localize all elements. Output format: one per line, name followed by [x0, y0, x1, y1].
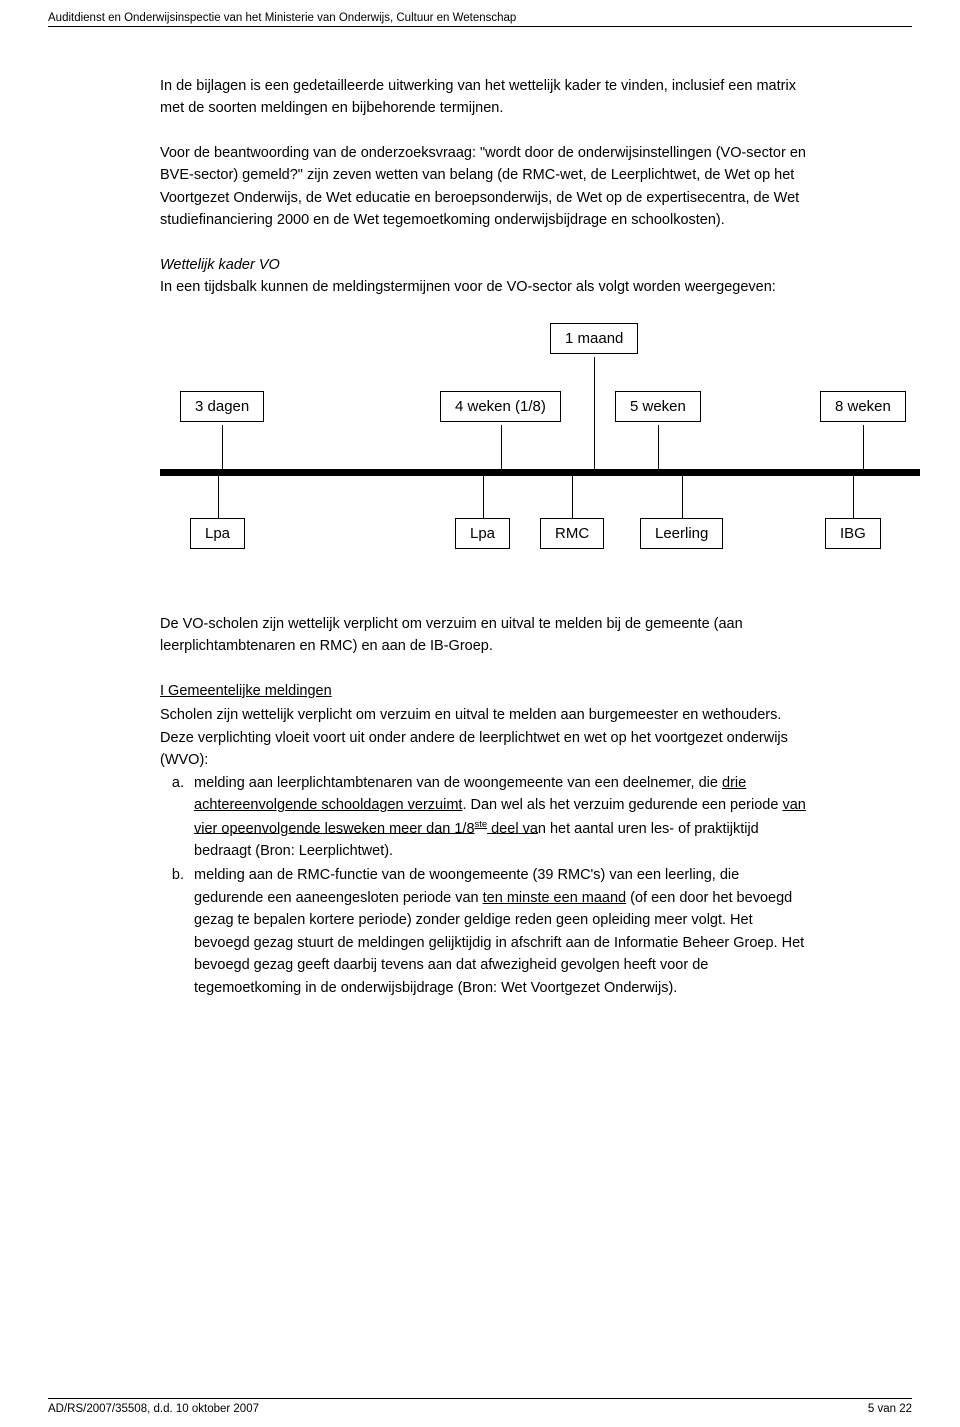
timeline-box-top-single: 1 maand — [550, 323, 638, 354]
heading-wettelijk-kader: Wettelijk kader VO — [160, 254, 810, 276]
timeline-box-top-2: 5 weken — [615, 391, 701, 422]
timeline-connector-top-1 — [501, 425, 502, 469]
page-header: Auditdienst en Onderwijsinspectie van he… — [48, 12, 912, 27]
timeline-connector-bottom-4 — [853, 476, 854, 518]
timeline-box-bottom-3: Leerling — [640, 518, 723, 549]
ordered-list: melding aan leerplichtambtenaren van de … — [160, 772, 810, 1000]
timeline-box-bottom-4: IBG — [825, 518, 881, 549]
timeline-box-bottom-0: Lpa — [190, 518, 245, 549]
list-item-b: melding aan de RMC-functie van de woonge… — [188, 864, 810, 999]
timeline-connector-topsingle — [594, 357, 595, 469]
page: Auditdienst en Onderwijsinspectie van he… — [0, 0, 960, 1427]
list-item-a: melding aan leerplichtambtenaren van de … — [188, 772, 810, 863]
timeline-box-bottom-1: Lpa — [455, 518, 510, 549]
li-b-u1: ten minste een maand — [483, 890, 626, 906]
paragraph-2: Voor de beantwoording van de onderzoeksv… — [160, 142, 810, 232]
timeline-box-bottom-2: RMC — [540, 518, 604, 549]
timeline-connector-bottom-2 — [572, 476, 573, 518]
sub1-intro: Scholen zijn wettelijk verplicht om verz… — [160, 704, 810, 771]
footer-left: AD/RS/2007/35508, d.d. 10 oktober 2007 — [48, 1403, 259, 1415]
timeline-box-top-0: 3 dagen — [180, 391, 264, 422]
body-column-2: De VO-scholen zijn wettelijk verplicht o… — [160, 613, 810, 999]
timeline-connector-bottom-1 — [483, 476, 484, 518]
paragraph-4: De VO-scholen zijn wettelijk verplicht o… — [160, 613, 810, 658]
timeline-connector-bottom-3 — [682, 476, 683, 518]
timeline-connector-top-3 — [863, 425, 864, 469]
timeline-connector-top-2 — [658, 425, 659, 469]
li-a-u3: deel va — [487, 820, 538, 836]
timeline-box-top-1: 4 weken (1/8) — [440, 391, 561, 422]
paragraph-1: In de bijlagen is een gedetailleerde uit… — [160, 75, 810, 120]
footer-right: 5 van 22 — [868, 1403, 912, 1415]
timeline-connector-bottom-0 — [218, 476, 219, 518]
paragraph-3: In een tijdsbalk kunnen de meldingstermi… — [160, 276, 810, 298]
subheading-gemeentelijke: I Gemeentelijke meldingen — [160, 680, 810, 702]
timeline-connector-top-0 — [222, 425, 223, 469]
li-a-mid: . Dan wel als het verzuim gedurende een … — [462, 797, 782, 813]
timeline-diagram: 1 maand 3 dagen 4 weken (1/8) 5 weken 8 weke… — [160, 323, 920, 583]
section-heading-wk: Wettelijk kader VO In een tijdsbalk kunn… — [160, 254, 810, 299]
li-a-sup: ste — [475, 818, 488, 829]
page-footer: AD/RS/2007/35508, d.d. 10 oktober 2007 5… — [48, 1398, 912, 1415]
timeline-bar — [160, 469, 920, 476]
li-a-pre: melding aan leerplichtambtenaren van de … — [194, 775, 722, 791]
body-column: In de bijlagen is een gedetailleerde uit… — [160, 75, 810, 299]
timeline-box-top-3: 8 weken — [820, 391, 906, 422]
